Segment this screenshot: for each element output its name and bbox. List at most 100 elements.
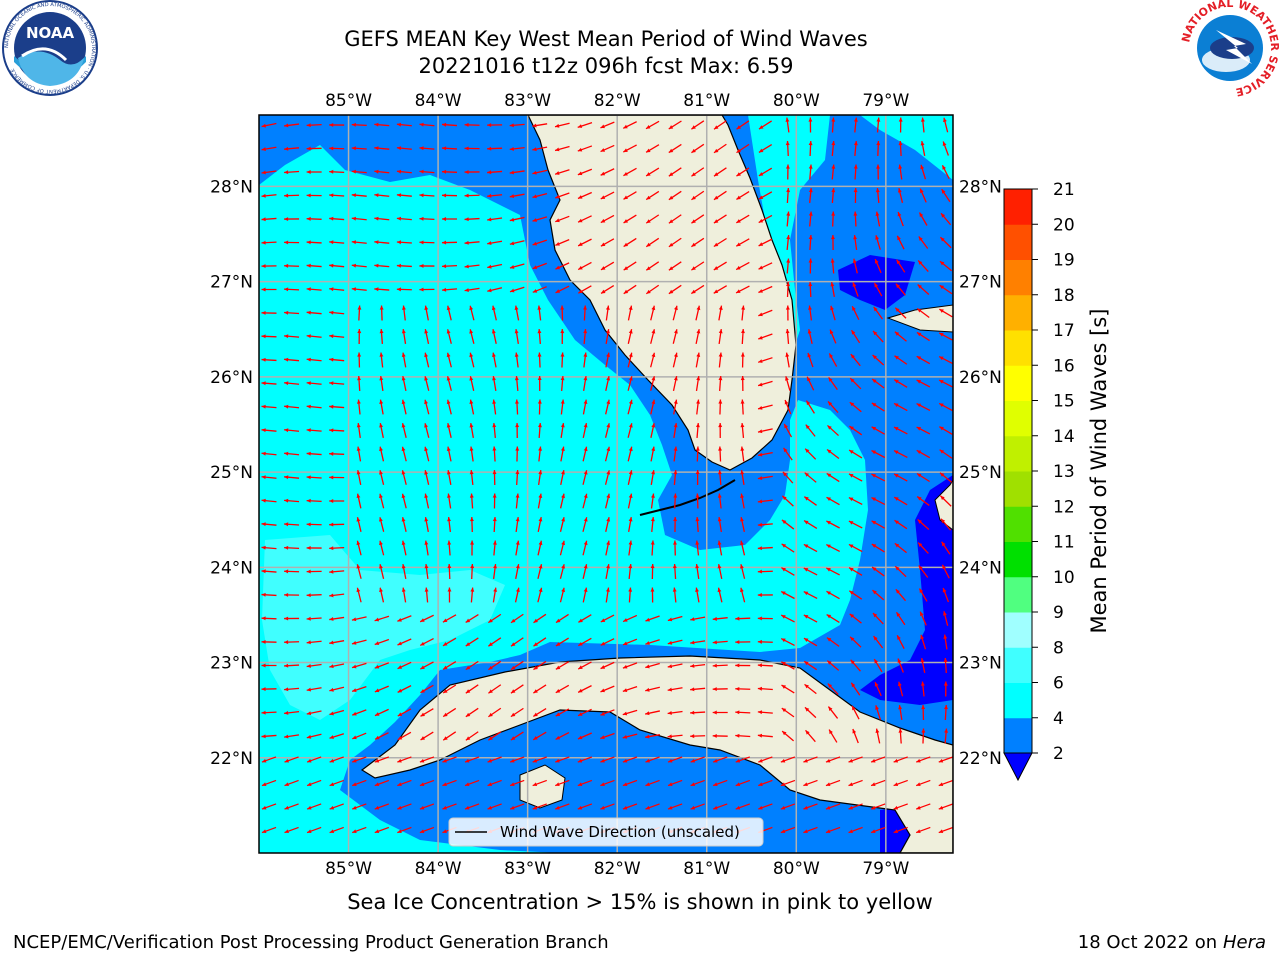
wind-wave-arrow (560, 470, 565, 485)
wind-wave-arrow (600, 614, 615, 623)
wind-wave-arrow (464, 287, 480, 292)
wind-wave-arrow (397, 731, 412, 741)
wind-wave-arrow (284, 779, 299, 787)
map-frame (258, 114, 954, 854)
map-legend: Wind Wave Direction (unscaled) (448, 817, 764, 847)
wind-wave-arrow (329, 263, 345, 268)
wind-wave-arrow (757, 428, 773, 434)
wind-wave-arrow (758, 756, 773, 763)
noaa-logo-text: NOAA (26, 24, 75, 42)
wind-wave-arrow (515, 516, 520, 533)
wind-wave-arrow (374, 193, 390, 198)
wind-wave-arrow (261, 569, 277, 574)
wind-wave-arrow (374, 287, 390, 292)
colorbar-segment (1004, 682, 1032, 719)
wind-wave-arrow (895, 611, 906, 626)
wind-wave-arrow (735, 663, 751, 668)
wind-wave-arrow (893, 803, 908, 810)
wind-wave-arrow (871, 496, 886, 506)
wind-wave-arrow (827, 683, 839, 695)
wind-wave-arrow (941, 541, 951, 555)
wind-wave-arrow (397, 661, 412, 670)
lon-tick-label: 82°W (594, 91, 641, 111)
wind-wave-arrow (577, 168, 593, 176)
wind-wave-arrow (939, 472, 953, 483)
wind-wave-arrow (876, 117, 881, 133)
wind-wave-arrow (918, 565, 929, 578)
wind-wave-arrow (560, 305, 565, 321)
wind-wave-arrow (938, 402, 953, 412)
wind-wave-arrow (830, 258, 835, 274)
wind-wave-arrow (509, 216, 525, 222)
wind-wave-arrow (803, 567, 818, 576)
wind-wave-arrow (306, 779, 322, 787)
wind-wave-arrow (826, 567, 840, 576)
wind-wave-arrow (442, 779, 457, 787)
wind-wave-arrow (284, 826, 299, 834)
wind-wave-arrow (628, 540, 633, 556)
wind-wave-arrow (916, 472, 930, 483)
wind-wave-arrow (442, 684, 457, 694)
wind-wave-arrow (690, 663, 706, 668)
wind-wave-arrow (396, 146, 412, 151)
wind-wave-arrow (921, 728, 926, 744)
wind-wave-arrow (757, 733, 773, 738)
wind-wave-arrow (582, 493, 588, 509)
wind-wave-arrow (938, 332, 953, 341)
wind-wave-arrow (554, 122, 570, 128)
wind-wave-arrow (690, 284, 705, 295)
wind-wave-arrow (718, 422, 723, 439)
colorbar-tick-label: 10 (1053, 568, 1075, 588)
wind-wave-arrow (757, 452, 773, 457)
wind-wave-arrow (537, 493, 543, 509)
wind-wave-arrow (920, 117, 925, 133)
wind-wave-arrow (374, 169, 390, 174)
wind-wave-arrow (560, 422, 565, 439)
wind-wave-arrow (939, 308, 953, 318)
wind-wave-arrow (261, 710, 277, 715)
wind-wave-arrow (874, 681, 882, 697)
wind-wave-arrow (465, 707, 479, 718)
wind-wave-arrow (897, 211, 904, 227)
wind-wave-arrow (284, 498, 300, 503)
wind-wave-arrow (600, 685, 615, 693)
wind-wave-arrow (896, 635, 905, 649)
wind-wave-arrow (491, 329, 497, 344)
wind-wave-arrow (510, 707, 524, 718)
wind-wave-arrow (469, 469, 474, 486)
wind-wave-arrow (831, 117, 836, 133)
wind-wave-arrow (871, 473, 886, 482)
florida-keys (639, 479, 736, 516)
wind-wave-arrow (560, 352, 565, 368)
colorbar-tick-label: 19 (1053, 251, 1075, 271)
wind-wave-arrow (717, 564, 723, 579)
wind-wave-arrow (487, 263, 503, 269)
wind-wave-arrow (329, 240, 345, 245)
wind-wave-arrow (849, 401, 862, 413)
wind-wave-arrow (920, 658, 926, 673)
wind-wave-arrow (487, 779, 502, 787)
wind-wave-arrow (306, 146, 322, 151)
wind-wave-arrow (757, 475, 773, 480)
wind-wave-arrow (284, 123, 300, 128)
wind-wave-arrow (509, 170, 525, 175)
wind-wave-arrow (645, 144, 660, 153)
wind-wave-arrow (379, 446, 385, 462)
wind-wave-arrow (808, 140, 813, 157)
wind-wave-arrow (915, 756, 931, 763)
wind-wave-arrow (604, 446, 611, 462)
wind-wave-arrow (329, 499, 345, 503)
wind-wave-arrow (717, 540, 723, 556)
wind-wave-arrow (712, 687, 728, 692)
colorbar-ticks: 2 4 6 8 9 10 11 12 13 14 15 16 17 18 19 20 21 (1032, 180, 1075, 764)
colorbar-segment (1004, 612, 1032, 648)
wind-wave-arrow (419, 287, 435, 292)
wind-wave-arrow (876, 140, 881, 157)
wind-wave-arrow (374, 685, 389, 693)
wind-wave-arrow (379, 375, 384, 392)
wind-wave-arrow (357, 328, 362, 345)
lon-tick-label: 83°W (504, 91, 551, 111)
wind-wave-arrow (284, 616, 300, 621)
wind-wave-arrow (560, 399, 565, 415)
